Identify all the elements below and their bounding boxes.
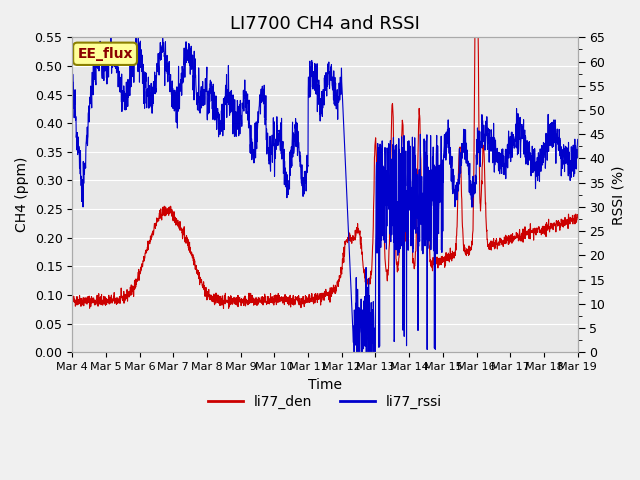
li77_den bbox=[472, 35, 479, 40]
li77_den bbox=[209, 294, 217, 300]
li77_rssi bbox=[529, 146, 537, 152]
li77_rssi bbox=[339, 114, 347, 120]
li77_rssi bbox=[68, 67, 76, 72]
li77_den bbox=[471, 35, 479, 40]
li77_rssi bbox=[543, 146, 551, 152]
li77_rssi bbox=[107, 35, 115, 40]
li77_den bbox=[543, 222, 551, 228]
li77_rssi bbox=[351, 322, 358, 328]
Text: EE_flux: EE_flux bbox=[77, 47, 133, 61]
li77_rssi bbox=[574, 136, 582, 142]
li77_den bbox=[351, 235, 358, 240]
li77_rssi bbox=[209, 86, 217, 92]
Line: li77_rssi: li77_rssi bbox=[72, 37, 578, 352]
li77_rssi bbox=[472, 173, 479, 179]
X-axis label: Time: Time bbox=[308, 377, 342, 392]
li77_den bbox=[220, 305, 227, 311]
Title: LI7700 CH4 and RSSI: LI7700 CH4 and RSSI bbox=[230, 15, 420, 33]
Line: li77_den: li77_den bbox=[72, 37, 578, 308]
li77_rssi bbox=[350, 349, 358, 355]
li77_den bbox=[339, 252, 347, 258]
li77_den bbox=[574, 214, 582, 219]
Y-axis label: CH4 (ppm): CH4 (ppm) bbox=[15, 157, 29, 232]
Legend: li77_den, li77_rssi: li77_den, li77_rssi bbox=[202, 389, 447, 415]
li77_den bbox=[68, 297, 76, 302]
Y-axis label: RSSI (%): RSSI (%) bbox=[611, 165, 625, 225]
li77_den bbox=[529, 227, 537, 233]
